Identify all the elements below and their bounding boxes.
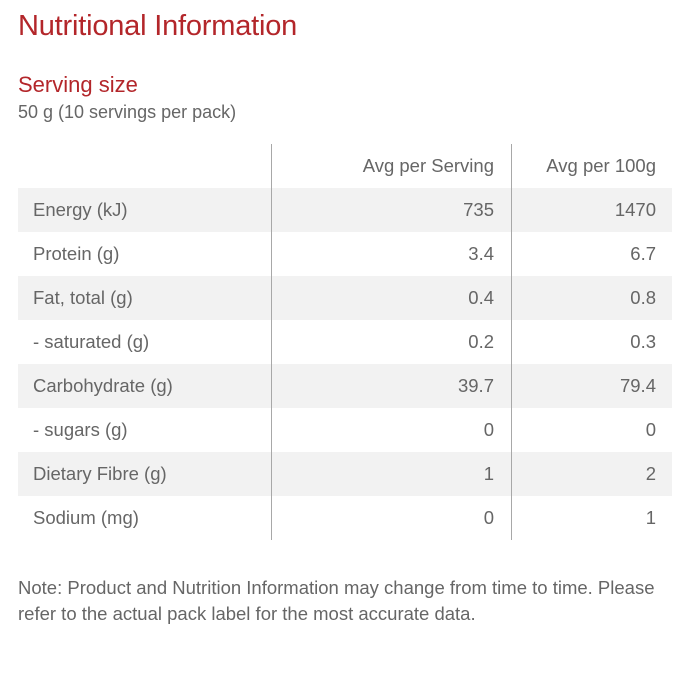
- per-100g-value: 0.8: [511, 276, 672, 320]
- table-body: Energy (kJ) 735 1470 Protein (g) 3.4 6.7…: [18, 188, 672, 540]
- nutrient-name: Sodium (mg): [18, 496, 272, 540]
- table-row: Protein (g) 3.4 6.7: [18, 232, 672, 276]
- per-100g-value: 0.3: [630, 331, 656, 352]
- per-serving-value: 3.4: [271, 232, 512, 276]
- table-header: Avg per Serving Avg per 100g: [18, 144, 672, 188]
- nutrient-name: - saturated (g): [18, 320, 272, 364]
- header-nutrient: [18, 144, 272, 188]
- per-100g-value: 2: [511, 452, 672, 496]
- nutrient-name: - sugars (g): [18, 408, 272, 452]
- per-100g-value: 79.4: [511, 364, 672, 408]
- per-serving-value: 735: [271, 188, 512, 232]
- nutrient-name: Fat, total (g): [18, 276, 272, 320]
- page-title: Nutritional Information: [18, 10, 298, 42]
- serving-size-heading: Serving size: [18, 72, 138, 97]
- per-100g-value: 1470: [511, 188, 672, 232]
- nutrient-name: Carbohydrate (g): [18, 364, 272, 408]
- per-serving-value: 0: [271, 496, 512, 540]
- table-row: Fat, total (g) 0.4 0.8: [18, 276, 672, 320]
- header-avg-per-100g: Avg per 100g: [546, 155, 656, 176]
- table-row: Dietary Fibre (g) 1 2: [18, 452, 672, 496]
- per-100g-value: 1: [645, 507, 656, 528]
- table-row: Energy (kJ) 735 1470: [18, 188, 672, 232]
- per-serving-value: 39.7: [271, 364, 512, 408]
- serving-size-value: 50 g (10 servings per pack): [18, 102, 237, 122]
- nutrient-name: Energy (kJ): [18, 188, 272, 232]
- table-row: Sodium (mg) 0 1: [18, 496, 672, 540]
- per-serving-value: 0.4: [271, 276, 512, 320]
- per-100g-value: 0: [645, 419, 656, 440]
- header-avg-per-serving: Avg per Serving: [271, 144, 512, 188]
- header-row: Avg per Serving Avg per 100g: [18, 144, 672, 188]
- per-serving-value: 0.2: [271, 320, 512, 364]
- nutrient-name: Protein (g): [18, 232, 272, 276]
- nutrition-table: Avg per Serving Avg per 100g Energy (kJ)…: [18, 144, 672, 540]
- table-row: - saturated (g) 0.2 0.3: [18, 320, 672, 364]
- nutrient-name: Dietary Fibre (g): [18, 452, 272, 496]
- per-100g-value: 6.7: [630, 243, 656, 264]
- table-row: Carbohydrate (g) 39.7 79.4: [18, 364, 672, 408]
- table-row: - sugars (g) 0 0: [18, 408, 672, 452]
- per-serving-value: 1: [271, 452, 512, 496]
- disclaimer-note: Note: Product and Nutrition Information …: [18, 577, 655, 624]
- per-serving-value: 0: [271, 408, 512, 452]
